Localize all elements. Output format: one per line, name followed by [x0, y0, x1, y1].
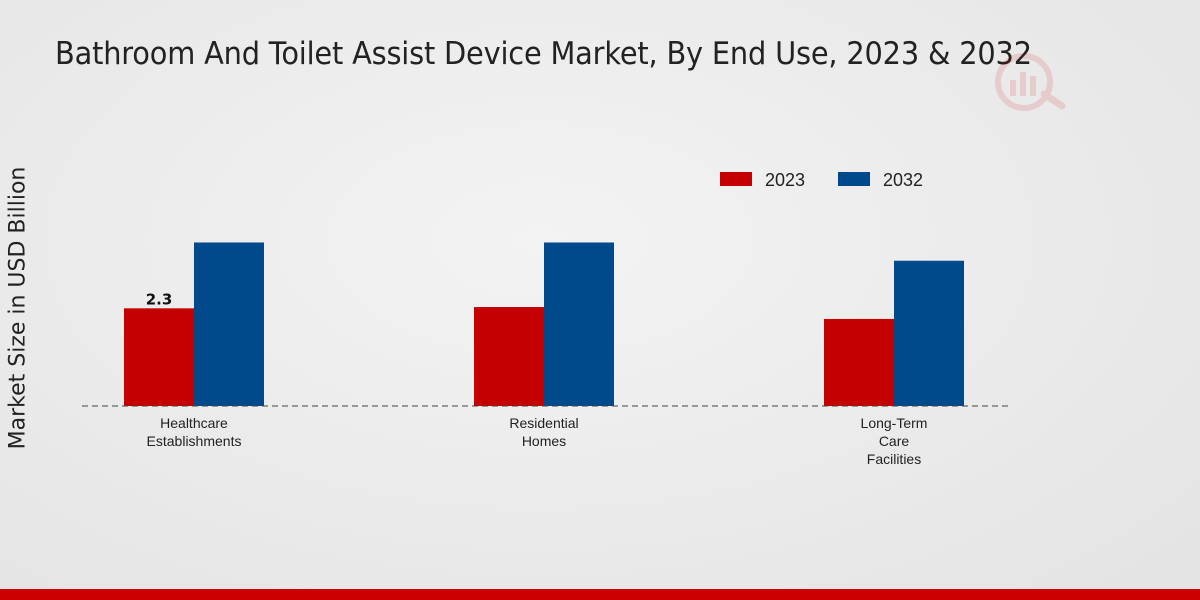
bar-2023-1: [474, 307, 544, 406]
x-tick-label-2: Long-Term Care Facilities: [861, 415, 928, 467]
bar-2023-0: [124, 308, 194, 406]
bar-2032-2: [894, 260, 964, 406]
legend-swatch-2023: [720, 172, 752, 186]
legend-label-2023: 2023: [765, 170, 805, 190]
bar-2023-2: [824, 318, 894, 406]
x-tick-label-0: Healthcare Establishments: [147, 415, 242, 449]
data-label-2023-0: 2.3: [146, 290, 173, 308]
watermark-logo-icon: [995, 53, 1066, 111]
legend-swatch-2032: [838, 172, 870, 186]
chart-title: Bathroom And Toilet Assist Device Market…: [55, 36, 1032, 72]
bar-2032-0: [194, 242, 264, 406]
bar-2032-1: [544, 242, 614, 406]
legend-label-2032: 2032: [883, 170, 923, 190]
x-tick-label-1: Residential Homes: [509, 415, 578, 449]
footer-accent-bar: [0, 589, 1200, 600]
